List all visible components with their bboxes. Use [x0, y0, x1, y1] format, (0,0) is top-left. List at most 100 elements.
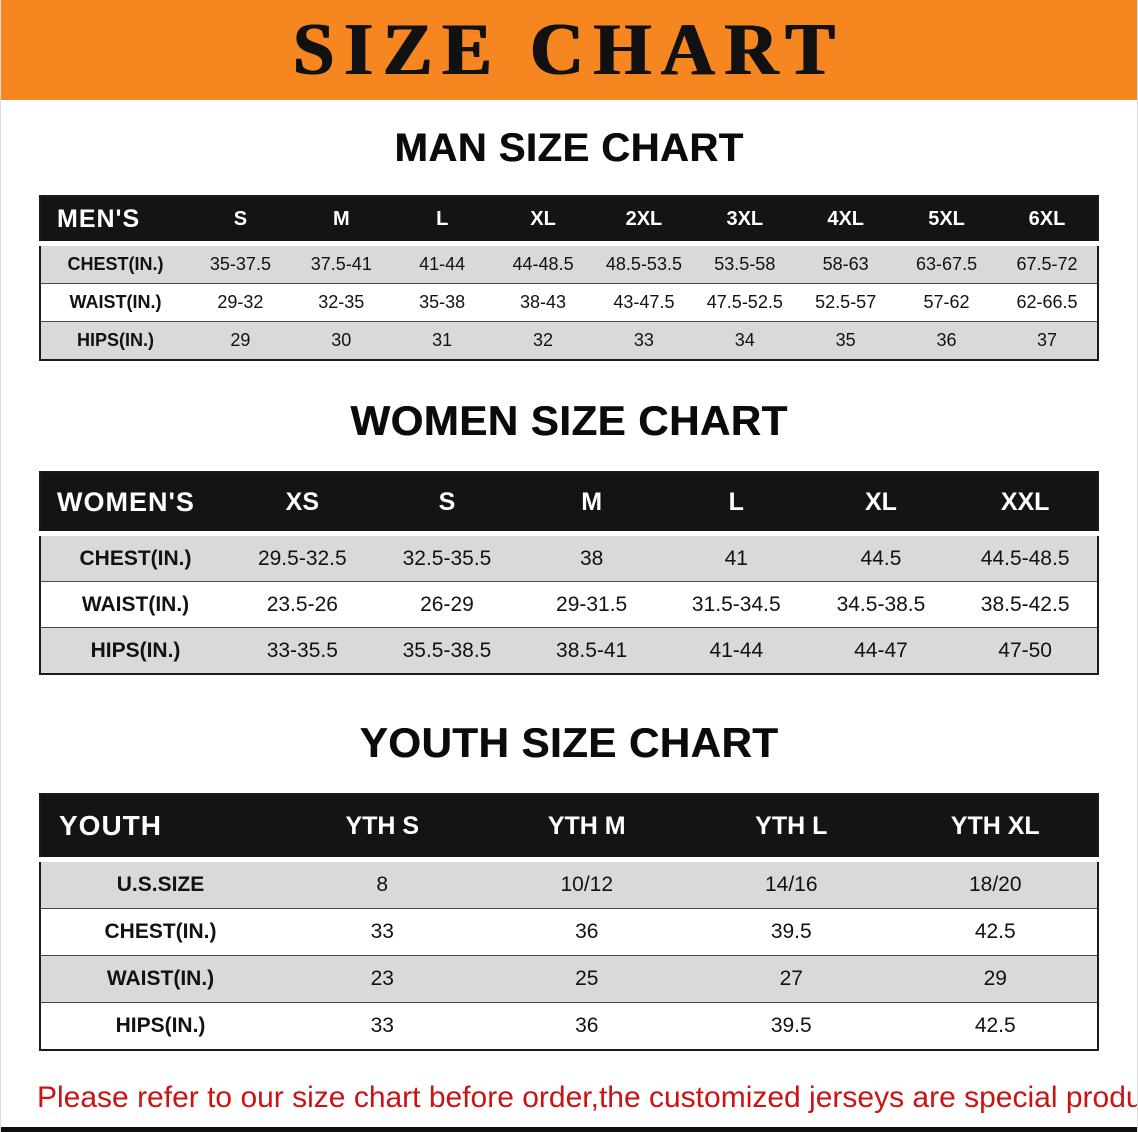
size-value-cell: 41 — [663, 533, 809, 582]
size-value-cell: 42.5 — [893, 908, 1098, 956]
size-column-header: YTH M — [484, 794, 689, 862]
size-value-cell: 23.5-26 — [230, 581, 375, 628]
size-value-cell: 48.5-53.5 — [593, 243, 695, 284]
table-row: WAIST(IN.) 23 25 27 29 — [40, 955, 1098, 1003]
notice-line-1: Please refer to our size chart before or… — [37, 1081, 1138, 1114]
row-label: HIPS(IN.) — [90, 638, 181, 662]
size-value-cell: 32.5-35.5 — [374, 533, 520, 582]
size-column-header: XL — [492, 196, 594, 246]
size-value-cell: 38.5-41 — [556, 638, 628, 662]
size-value-cell: 23 — [280, 955, 485, 1003]
row-label: CHEST(IN.) — [40, 243, 190, 284]
size-value-cell: 41-44 — [391, 243, 493, 284]
size-value-cell: 52.5-57 — [795, 283, 897, 322]
size-value-cell: 37.5-41 — [290, 243, 392, 284]
size-value-cell: 39.5 — [689, 908, 894, 956]
table-row: CHEST(IN.) 29.5-32.5 32.5-35.5 38 41 44.5 44.5… — [40, 533, 1098, 582]
size-value-cell: 37 — [1036, 330, 1058, 350]
size-value-cell: 35.5-38.5 — [402, 638, 492, 662]
size-value-cell: 67.5-72 — [997, 243, 1098, 284]
size-column-header: XS — [230, 472, 375, 536]
size-value-cell: 31 — [432, 330, 453, 350]
size-value-cell: 30 — [331, 330, 352, 350]
youth-label-header: YOUTH — [40, 794, 280, 862]
table-row: WAIST(IN.) 23.5-26 26-29 29-31.5 31.5-34.5 34… — [40, 581, 1098, 628]
size-column-header: L — [663, 472, 809, 536]
header-row: YOUTH YTH S YTH M YTH L YTH XL — [40, 794, 1098, 862]
row-label: HIPS(IN.) — [115, 1014, 206, 1037]
size-value-cell: 43-47.5 — [593, 283, 695, 322]
size-value-cell: 38.5-42.5 — [953, 581, 1098, 628]
size-value-cell: 25 — [484, 955, 689, 1003]
women-table-wrap: WOMEN'S XS S M L XL XXL CHEST(IN.) 29.5-32.5 32.5… — [39, 471, 1099, 675]
table-row: HIPS(IN.) 33-35.5 35.5-38.5 38.5-41 41-44 44-… — [40, 627, 1098, 674]
row-label: WAIST(IN.) — [40, 581, 230, 628]
size-column-header: YTH XL — [893, 794, 1098, 862]
size-column-header: 6XL — [997, 196, 1098, 246]
women-size-chart-section: WOMEN SIZE CHART WOMEN'S XS S M L XL XXL CHEST(… — [1, 397, 1137, 675]
size-value-cell: 58-63 — [795, 243, 897, 284]
size-column-header: M — [290, 196, 392, 246]
men-label-header: MEN'S — [40, 196, 190, 246]
size-value-cell: 38 — [519, 533, 664, 582]
header-row: WOMEN'S XS S M L XL XXL — [40, 472, 1098, 536]
row-label: WAIST(IN.) — [40, 955, 280, 1003]
size-value-cell: 36 — [936, 330, 957, 350]
size-value-cell: 44.5-48.5 — [953, 533, 1098, 582]
table-row: HIPS(IN.) 29 30 31 32 33 34 35 36 37 — [40, 321, 1098, 360]
women-label-header: WOMEN'S — [40, 472, 230, 536]
size-value-cell: 57-62 — [896, 283, 997, 322]
size-value-cell: 44-47 — [854, 638, 908, 662]
size-value-cell: 29 — [893, 955, 1098, 1003]
order-notice: Please refer to our size chart before or… — [1, 1073, 1137, 1132]
size-value-cell: 38-43 — [492, 283, 594, 322]
size-column-header: 4XL — [795, 196, 897, 246]
size-value-cell: 35-37.5 — [190, 243, 291, 284]
row-label: CHEST(IN.) — [40, 908, 280, 956]
size-column-header: 3XL — [694, 196, 796, 246]
header-row: MEN'S S M L XL 2XL 3XL 4XL 5XL 6XL — [40, 196, 1098, 246]
size-column-header: XL — [808, 472, 954, 536]
men-size-table: MEN'S S M L XL 2XL 3XL 4XL 5XL 6XL CHEST(IN.) 35-37… — [39, 195, 1099, 361]
size-value-cell: 33-35.5 — [266, 638, 338, 662]
size-value-cell: 32 — [533, 330, 554, 350]
row-label: CHEST(IN.) — [40, 533, 230, 582]
size-column-header: S — [374, 472, 520, 536]
size-value-cell: 62-66.5 — [997, 283, 1098, 322]
size-value-cell: 41-44 — [709, 638, 764, 662]
size-column-header: L — [391, 196, 493, 246]
size-value-cell: 35-38 — [391, 283, 493, 322]
table-row: CHEST(IN.) 33 36 39.5 42.5 — [40, 908, 1098, 956]
table-row: WAIST(IN.) 29-32 32-35 35-38 38-43 43-47.5 47.… — [40, 283, 1098, 322]
size-value-cell: 44.5 — [808, 533, 954, 582]
row-label: HIPS(IN.) — [76, 330, 154, 350]
women-section-heading: WOMEN SIZE CHART — [350, 397, 788, 444]
size-value-cell: 26-29 — [374, 581, 520, 628]
size-column-header: S — [190, 196, 291, 246]
size-value-cell: 29 — [230, 330, 251, 350]
size-value-cell: 29.5-32.5 — [230, 533, 375, 582]
youth-size-chart-section: YOUTH SIZE CHART YOUTH YTH S YTH M YTH L YTH… — [1, 719, 1137, 1051]
size-value-cell: 10/12 — [484, 859, 689, 909]
size-value-cell: 8 — [280, 859, 485, 909]
women-size-table: WOMEN'S XS S M L XL XXL CHEST(IN.) 29.5-32.5 32.5… — [39, 471, 1099, 675]
banner: SIZE CHART — [1, 0, 1137, 100]
youth-size-table: YOUTH YTH S YTH M YTH L YTH XL U.S.SIZE 8 10/12… — [39, 793, 1099, 1051]
men-section-heading: MAN SIZE CHART — [394, 126, 744, 170]
size-value-cell: 27 — [689, 955, 894, 1003]
size-value-cell: 53.5-58 — [694, 243, 796, 284]
size-column-header: XXL — [953, 472, 1098, 536]
size-value-cell: 36 — [575, 1014, 599, 1037]
youth-table-wrap: YOUTH YTH S YTH M YTH L YTH XL U.S.SIZE 8 10/12… — [39, 793, 1099, 1051]
size-value-cell: 34 — [734, 330, 755, 350]
size-value-cell: 42.5 — [974, 1014, 1016, 1037]
size-value-cell: 47-50 — [998, 638, 1052, 662]
men-size-chart-section: MAN SIZE CHART MEN'S S M L XL 2XL 3XL 4XL 5XL 6XL… — [1, 126, 1137, 361]
page-title: SIZE CHART — [293, 8, 845, 91]
size-value-cell: 39.5 — [770, 1014, 812, 1037]
size-value-cell: 14/16 — [689, 859, 894, 909]
size-value-cell: 63-67.5 — [896, 243, 997, 284]
size-column-header: 2XL — [593, 196, 695, 246]
size-column-header: 5XL — [896, 196, 997, 246]
